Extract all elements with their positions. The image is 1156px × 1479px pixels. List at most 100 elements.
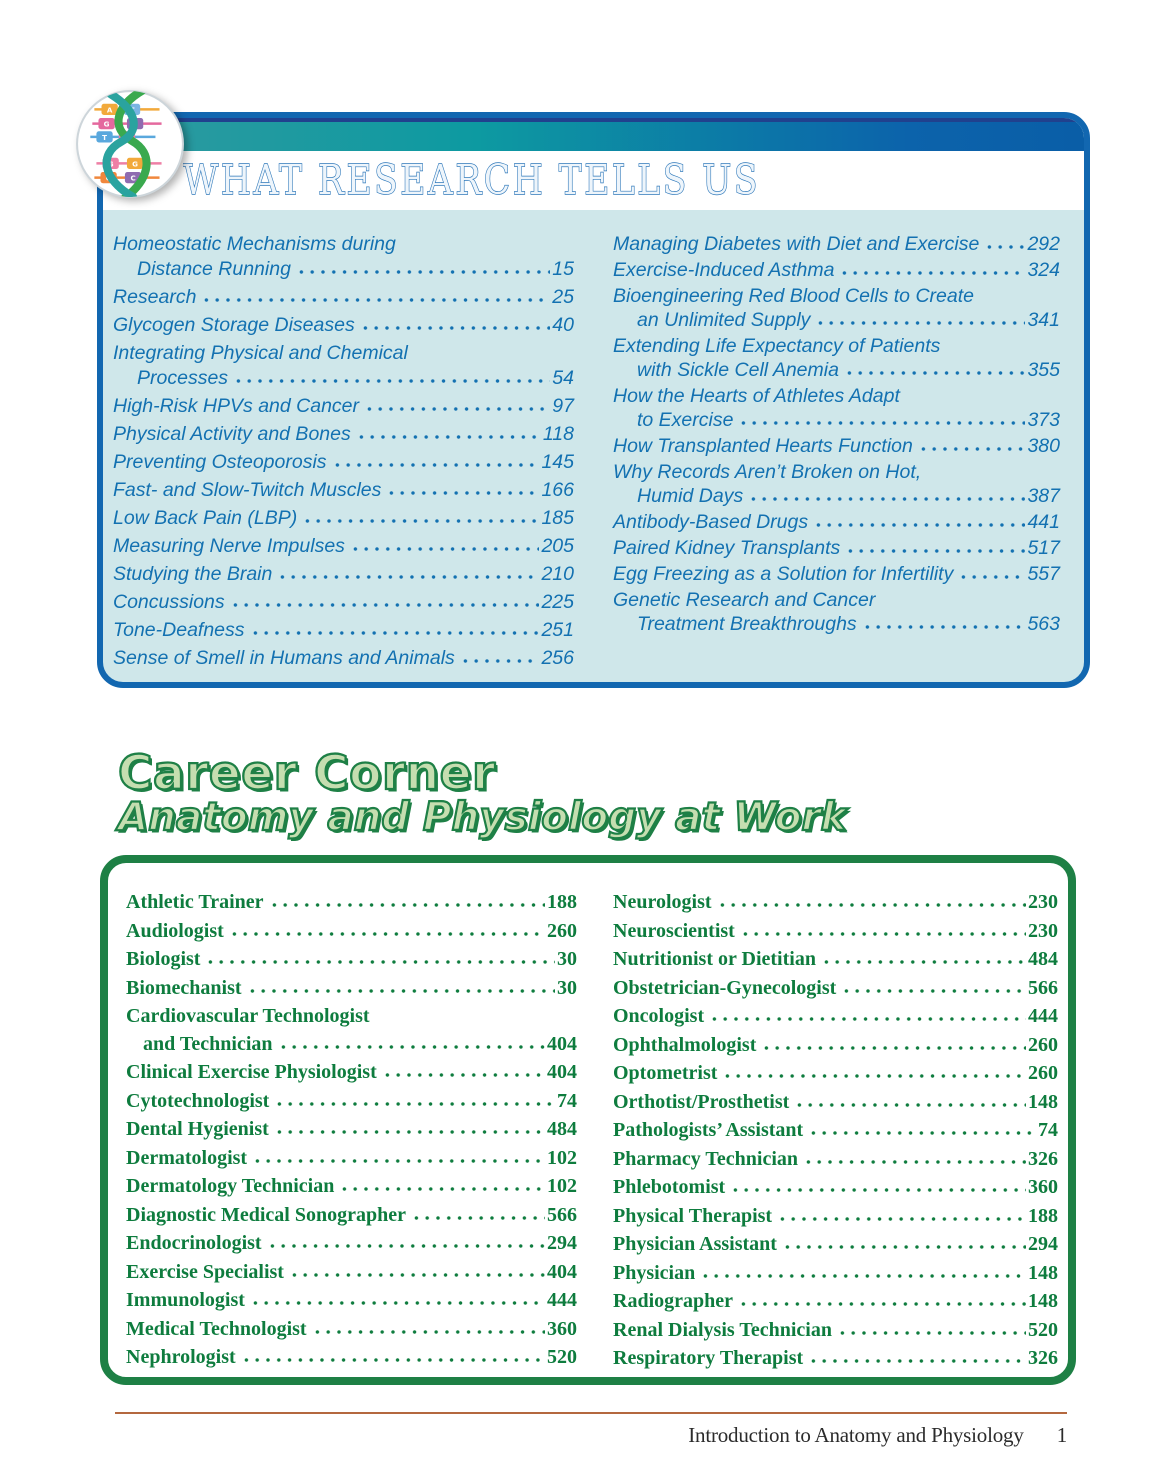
toc-entry-title: High-Risk HPVs and Cancer [113,395,360,417]
toc-entry: Ophthalmologist 260 [613,1032,1058,1060]
toc-entry-page: 205 [541,535,574,557]
leader-dots [233,369,551,384]
toc-entry: Cardiovascular Technologist and Technicia… [126,1003,577,1058]
leader-dots [761,1036,1026,1051]
toc-entry-page: 326 [1028,1147,1058,1170]
toc-entry-title: Oncologist [613,1005,705,1027]
toc-entry-title: an Unlimited Supply [637,309,811,331]
toc-entry-page: 444 [547,1289,577,1311]
toc-entry: Fast- and Slow-Twitch Muscles 166 [113,478,574,503]
toc-entry-page: 230 [1028,891,1058,913]
toc-entry: Dermatologist 102 [126,1145,577,1173]
toc-entry: Pathologists’ Assistant 74 [613,1117,1058,1145]
toc-entry-title: Research [113,286,197,308]
career-heading: Career Corner Anatomy and Physiology at … [117,746,848,839]
toc-entry: Measuring Nerve Impulses 205 [113,534,574,559]
toc-entry-page: 251 [541,619,574,641]
toc-entry-title: Exercise-Induced Asthma [613,259,835,281]
toc-entry-page: 102 [547,1175,577,1197]
toc-entry-page: 256 [541,647,574,669]
toc-entry: Radiographer 148 [613,1288,1058,1316]
toc-entry: Diagnostic Medical Sonographer 566 [126,1202,577,1230]
toc-entry-title: Humid Days [637,485,744,507]
toc-entry-title: Measuring Nerve Impulses [113,535,345,557]
toc-entry-title: Low Back Pain (LBP) [113,507,298,529]
toc-entry-page: 260 [1028,1033,1058,1056]
toc-entry: Biomechanist 30 [126,975,577,1003]
research-header-bar [103,118,1084,151]
toc-entry: Clinical Exercise Physiologist 404 [126,1059,577,1087]
leader-dots [349,537,540,552]
leader-dots [249,1291,545,1306]
toc-entry: Physical Activity and Bones 118 [113,422,574,447]
leader-dots [386,481,540,496]
toc-entry-page: 102 [547,1146,577,1169]
toc-entry-page: 225 [541,591,574,613]
toc-entry-title: Glycogen Storage Diseases [113,314,355,336]
leader-dots [273,1120,545,1135]
toc-entry-page: 404 [547,1032,577,1055]
toc-entry: Biologist 30 [126,946,577,974]
leader-dots [843,361,1026,376]
leader-dots [268,893,545,908]
leader-dots [700,1264,1026,1279]
toc-entry-title: Treatment Breakthroughs [637,613,857,635]
footer-rule [115,1412,1067,1414]
leader-dots [845,539,1026,554]
toc-entry: Studying the Brain 210 [113,562,574,587]
leader-dots [311,1320,545,1335]
leader-dots [958,565,1026,580]
toc-entry-title: Clinical Exercise Physiologist [126,1061,377,1083]
leader-dots [984,235,1026,250]
toc-entry-title: Biologist [126,948,201,970]
toc-entry: How the Hearts of Athletes Adapt to Exerc… [613,384,1060,432]
toc-entry-title: Neurologist [613,891,712,913]
toc-entry-title: Preventing Osteoporosis [113,451,327,473]
leader-dots [459,649,540,664]
toc-entry: Endocrinologist 294 [126,1230,577,1258]
toc-entry: Medical Technologist 360 [126,1316,577,1344]
toc-entry: Immunologist 444 [126,1287,577,1315]
career-title: Career Corner [117,746,496,801]
toc-entry-page: 294 [1028,1233,1058,1255]
toc-entry-page: 566 [547,1203,577,1226]
toc-entry-title: Studying the Brain [113,563,273,585]
toc-entry: Physician Assistant 294 [613,1231,1058,1259]
leader-dots [355,425,541,440]
leader-dots [381,1063,545,1078]
toc-entry-page: 517 [1027,537,1060,559]
toc-entry-title: Paired Kidney Transplants [613,537,841,559]
dna-logo: A T G G T A G G [74,88,186,200]
toc-entry-page: 387 [1027,485,1060,507]
leader-dots [739,922,1026,937]
toc-entry-title: Pharmacy Technician [613,1147,799,1170]
toc-entry-title: Fast- and Slow-Twitch Muscles [113,479,382,501]
leader-dots [794,1093,1026,1108]
toc-entry-title: Audiologist [126,919,224,942]
toc-entry: Dental Hygienist 484 [126,1116,577,1144]
toc-entry-title: Pathologists’ Assistant [613,1119,804,1141]
toc-entry-page: 166 [541,479,574,501]
toc-entry: Pharmacy Technician 326 [613,1146,1058,1174]
toc-entry-title: Processes [137,367,229,389]
svg-text:G: G [104,120,110,129]
toc-entry: Sense of Smell in Humans and Animals 256 [113,646,574,671]
research-title-art: WHAT RESEARCH TELLS US [183,155,758,204]
svg-text:G: G [132,159,138,168]
leader-dots [246,979,555,994]
leader-dots [228,922,545,937]
toc-entry-page: 557 [1027,563,1060,585]
leader-dots [839,261,1026,276]
toc-entry: Neuroscientist 230 [613,918,1058,946]
toc-entry: Physician 148 [613,1260,1058,1288]
toc-entry-page: 520 [547,1346,577,1368]
svg-text:C: C [130,174,135,183]
leader-dots [229,593,540,608]
leader-dots [205,950,555,965]
leader-dots [302,509,540,524]
leader-dots [813,513,1026,528]
toc-entry: Renal Dialysis Technician 520 [613,1317,1058,1345]
toc-entry-title: Cardiovascular Technologist [126,1005,370,1027]
toc-entry-page: 294 [547,1232,577,1254]
